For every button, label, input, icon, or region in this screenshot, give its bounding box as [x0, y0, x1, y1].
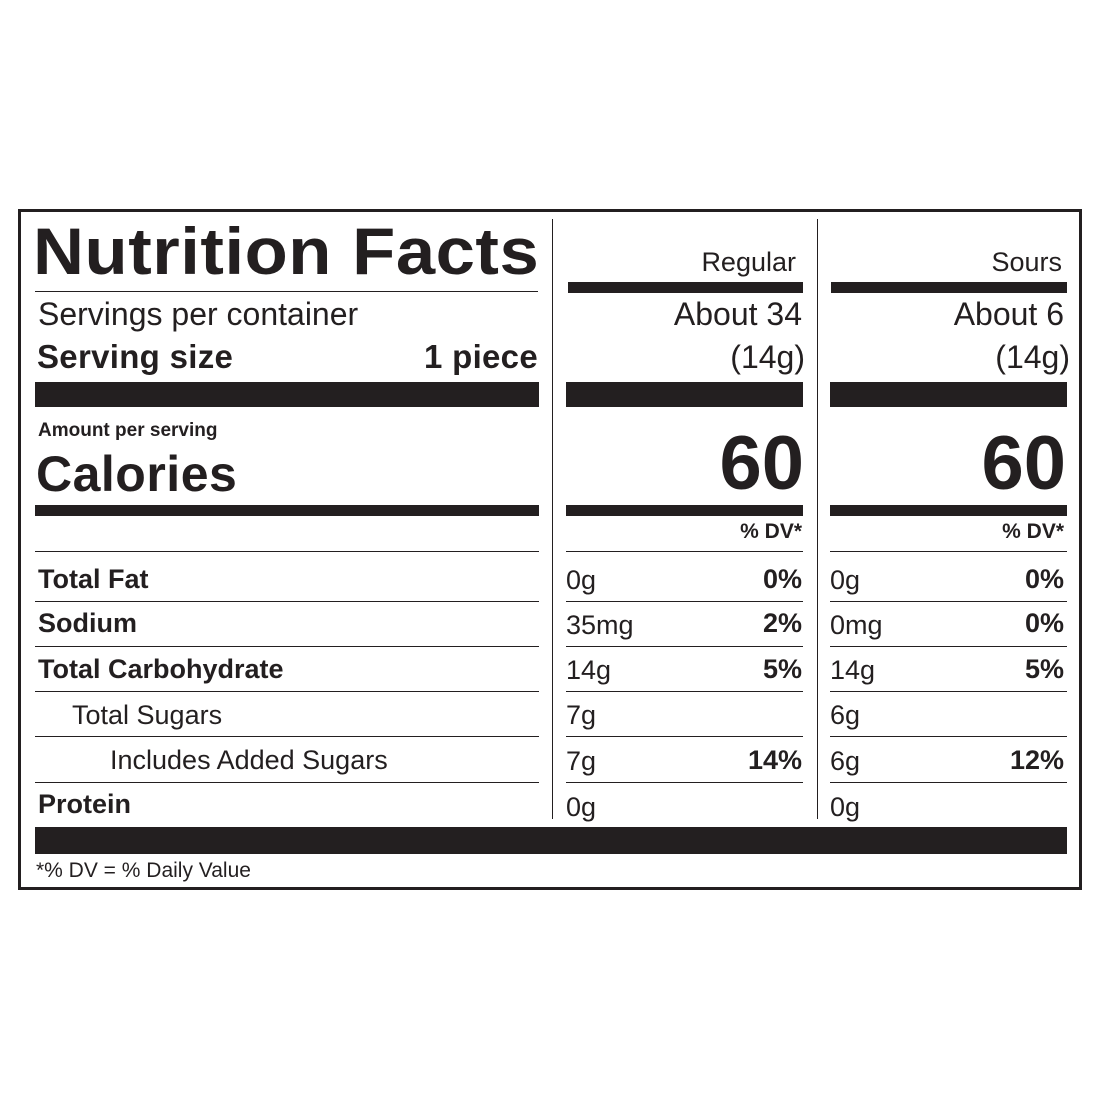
regular-amount-total-carbohydrate: 14g [566, 655, 612, 685]
sours-dv-added-sugars: 12% [1009, 745, 1064, 775]
medium-bar-regular [566, 505, 803, 516]
regular-amount-protein: 0g [566, 792, 597, 822]
nutrient-label-added-sugars: Includes Added Sugars [110, 745, 388, 775]
nutrient-label-total-fat: Total Fat [38, 564, 149, 594]
regular-amount-added-sugars: 7g [566, 746, 597, 776]
regular-amount-total-fat: 0g [566, 565, 597, 595]
row-rule [830, 782, 1067, 783]
servings-label: Servings per container [38, 296, 359, 332]
row-rule [830, 691, 1067, 692]
row-rule [830, 601, 1067, 602]
regular-amount-sodium: 35mg [566, 610, 634, 640]
row-rule [830, 551, 1067, 552]
row-rule [830, 646, 1067, 647]
dv-header-sours: % DV* [1002, 520, 1064, 543]
row-rule [566, 601, 803, 602]
footnote: *% DV = % Daily Value [36, 859, 251, 882]
serving-weight-sours: (14g) [995, 339, 1070, 375]
header-bar-sours [831, 282, 1067, 293]
serving-size-label: Serving size [37, 338, 234, 375]
nutrient-label-total-carbohydrate: Total Carbohydrate [38, 654, 284, 684]
column-divider-right [817, 219, 818, 819]
serving-weight-regular: (14g) [730, 339, 805, 375]
nutrition-label [18, 209, 1082, 890]
sours-amount-added-sugars: 6g [830, 746, 861, 776]
row-rule [35, 551, 539, 552]
calories-regular: 60 [719, 421, 804, 506]
row-rule [35, 736, 539, 737]
row-rule [35, 691, 539, 692]
title-rule [35, 291, 538, 292]
column-divider-left [552, 219, 553, 819]
nutrient-label-protein: Protein [38, 789, 132, 819]
dv-header-regular: % DV* [740, 520, 802, 543]
sours-amount-total-sugars: 6g [830, 700, 861, 730]
header-bar-regular [568, 282, 803, 293]
label-title: Nutrition Facts [33, 214, 540, 288]
bottom-thick-bar [35, 827, 1067, 854]
thick-bar-main [35, 382, 539, 407]
sours-amount-total-carbohydrate: 14g [830, 655, 876, 685]
sours-amount-protein: 0g [830, 792, 861, 822]
sours-dv-sodium: 0% [1024, 608, 1064, 638]
row-rule [566, 551, 803, 552]
servings-regular: About 34 [673, 296, 802, 332]
row-rule [35, 646, 539, 647]
column-header-regular: Regular [701, 247, 796, 277]
regular-dv-total-carbohydrate: 5% [762, 654, 802, 684]
sours-amount-sodium: 0mg [830, 610, 883, 640]
regular-dv-total-fat: 0% [762, 564, 802, 594]
calories-sours: 60 [981, 421, 1066, 506]
calories-label: Calories [36, 446, 238, 502]
amount-per-serving: Amount per serving [38, 420, 218, 441]
row-rule [566, 782, 803, 783]
row-rule [566, 736, 803, 737]
thick-bar-sours [830, 382, 1067, 407]
servings-sours: About 6 [953, 296, 1064, 332]
regular-amount-total-sugars: 7g [566, 700, 597, 730]
regular-dv-sodium: 2% [762, 608, 802, 638]
row-rule [830, 736, 1067, 737]
medium-bar-sours [830, 505, 1067, 516]
column-header-sours: Sours [991, 247, 1062, 277]
row-rule [35, 782, 539, 783]
sours-amount-total-fat: 0g [830, 565, 861, 595]
row-rule [566, 691, 803, 692]
medium-bar-main [35, 505, 539, 516]
row-rule [35, 601, 539, 602]
nutrient-label-sodium: Sodium [38, 608, 137, 638]
row-rule [566, 646, 803, 647]
serving-size-value: 1 piece [423, 338, 538, 375]
sours-dv-total-carbohydrate: 5% [1024, 654, 1064, 684]
sours-dv-total-fat: 0% [1024, 564, 1064, 594]
thick-bar-regular [566, 382, 803, 407]
regular-dv-added-sugars: 14% [747, 745, 802, 775]
nutrient-label-total-sugars: Total Sugars [72, 700, 223, 730]
